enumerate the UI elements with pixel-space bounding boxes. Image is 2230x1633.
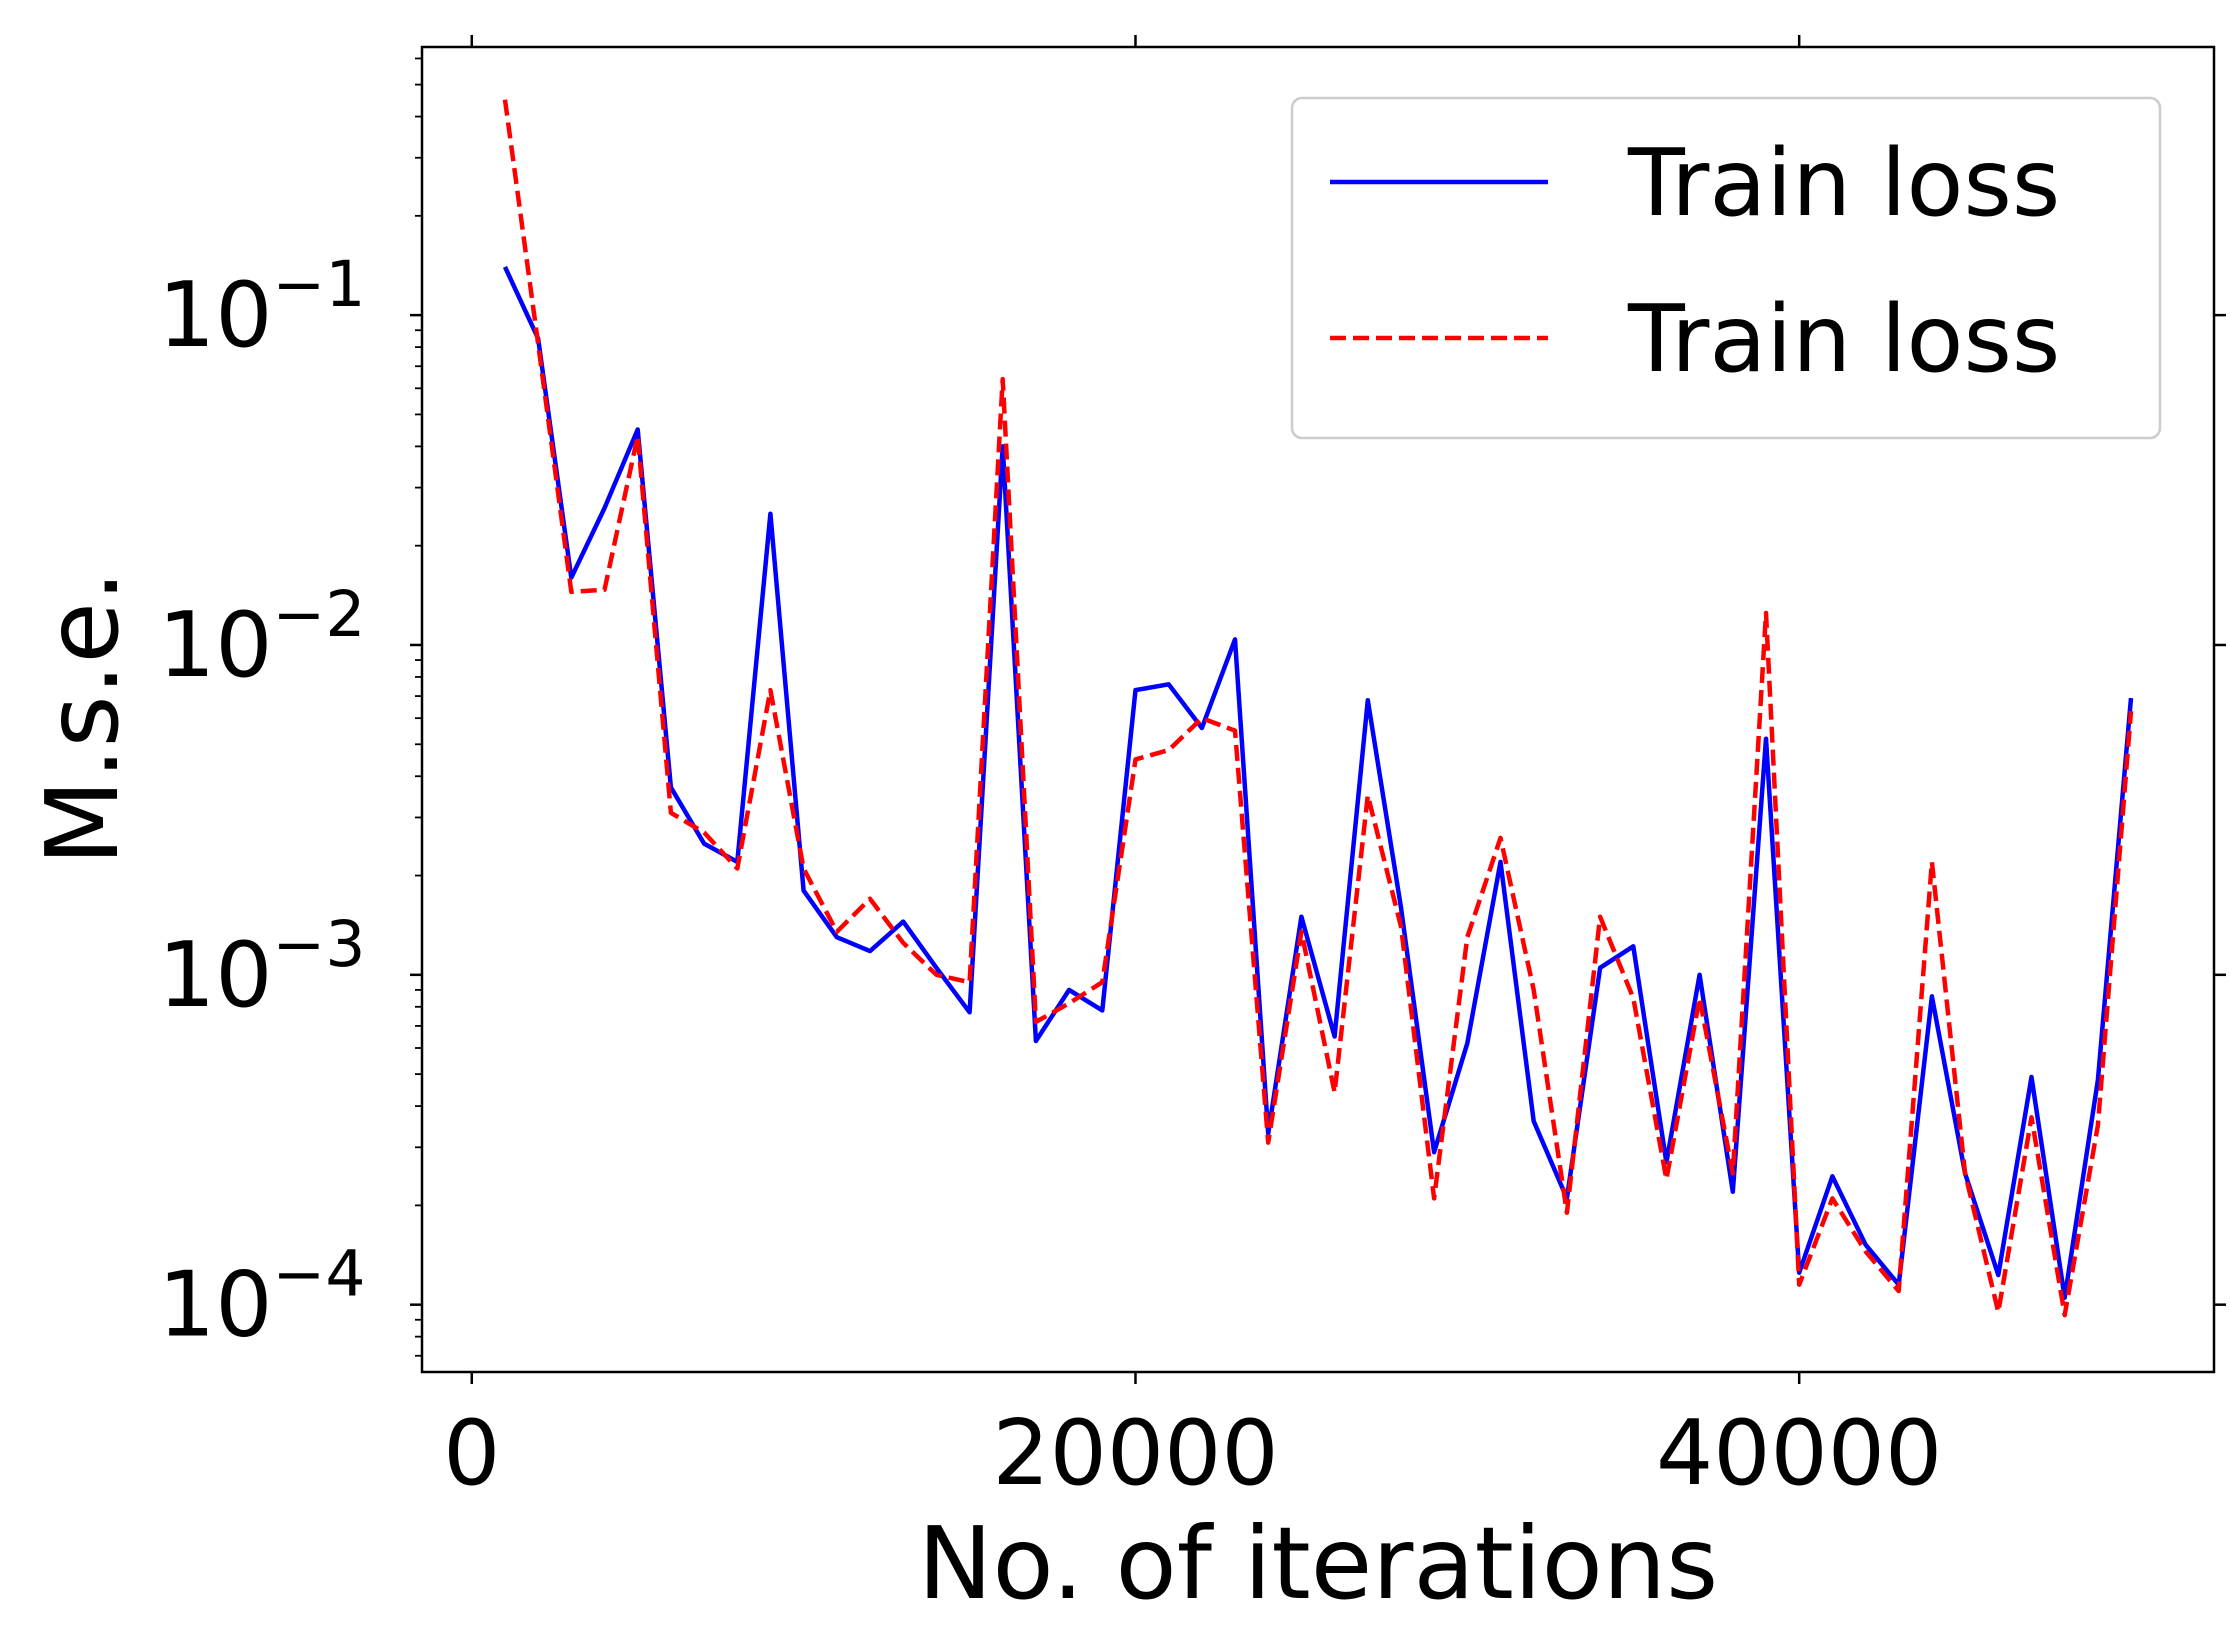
series-layer [502,99,2134,1318]
y-tick-label: 10−2 [158,578,365,698]
plot-frame [420,45,2216,1374]
x-tick-label: 0 [443,1401,500,1506]
y-tick-base: 10 [158,593,273,698]
y-tick-exponent: −3 [273,908,366,981]
y-tick-exponent: −4 [273,1238,366,1311]
legend-label-solid: Train loss [1627,129,2060,237]
y-tick-labels: 10−410−310−210−1 [158,248,365,1358]
y-axis-label: M.s.e. [24,570,141,865]
legend: Train loss Train loss [1290,96,2162,440]
y-tick-exponent: −1 [273,248,366,321]
series-line-1 [502,265,2134,1300]
legend-label-dashed: Train loss [1627,285,2060,393]
y-tick-base: 10 [158,1253,273,1358]
y-tick-label: 10−4 [158,1238,365,1358]
x-tick-label: 40000 [1656,1401,1942,1506]
x-tick-label: 20000 [992,1401,1278,1506]
x-tick-labels: 0 20000 40000 [443,1401,1942,1506]
y-tick-base: 10 [158,263,273,368]
major-ticks [410,35,2226,1384]
y-tick-label: 10−3 [158,908,365,1028]
y-tick-base: 10 [158,923,273,1028]
y-tick-label: 10−1 [158,248,365,368]
x-axis-label: No. of iterations [918,1505,1719,1622]
y-tick-exponent: −2 [273,578,366,651]
series-line-2 [502,99,2134,1318]
